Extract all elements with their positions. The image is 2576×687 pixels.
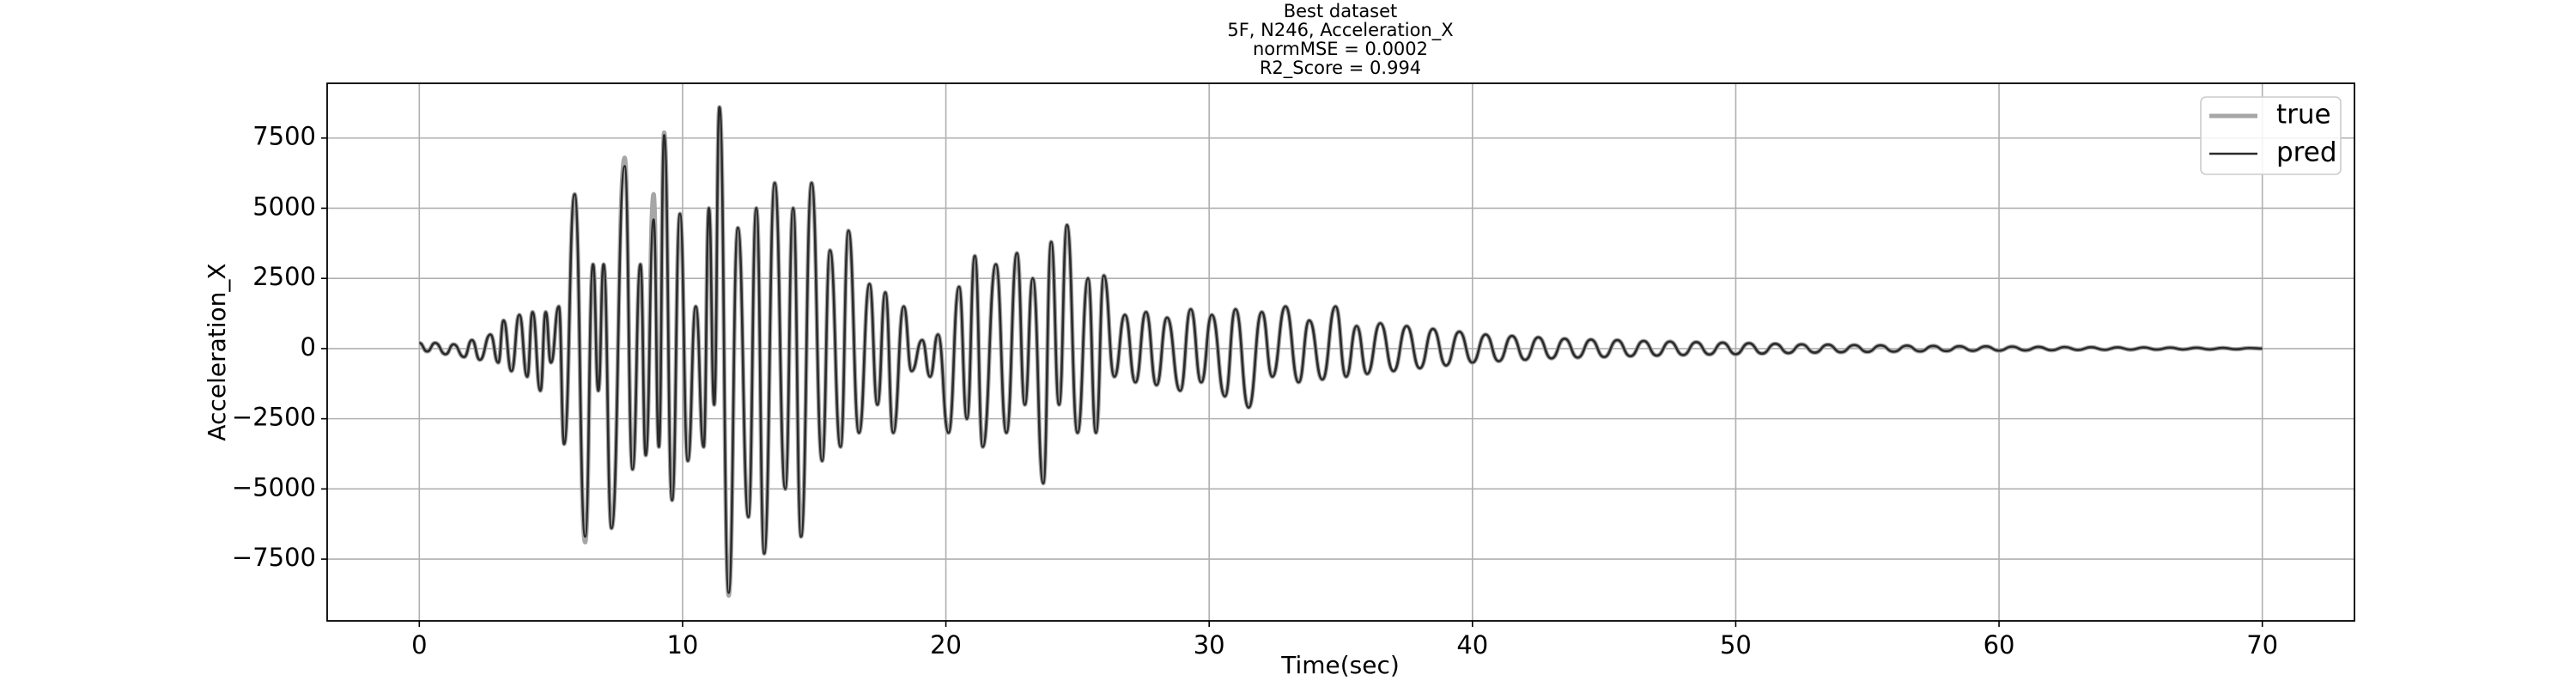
chart-title: Best dataset (1284, 1, 1398, 21)
x-tick-label: 70 (2246, 630, 2278, 660)
y-tick-label: 2500 (252, 262, 316, 291)
axes-frame (326, 82, 2355, 622)
x-axis-label: Time(sec) (1280, 651, 1400, 679)
legend-label: pred (2276, 137, 2337, 168)
y-tick-label: −2500 (232, 403, 316, 432)
x-tick-label: 10 (666, 630, 698, 660)
series-line (418, 106, 2263, 594)
y-tick-label: −7500 (232, 543, 316, 572)
y-tick-label: 0 (301, 332, 316, 362)
chart-title: normMSE = 0.0002 (1253, 39, 1428, 59)
x-tick-label: 50 (1720, 630, 1752, 660)
chart-title: 5F, N246, Acceleration_X (1227, 20, 1453, 41)
chart-title: R2_Score = 0.994 (1260, 58, 1421, 79)
x-tick-label: 0 (411, 630, 427, 660)
legend: true pred (2200, 96, 2342, 175)
legend-label: true (2276, 100, 2331, 131)
y-axis-label: Acceleration_X (203, 263, 231, 441)
y-tick-label: 7500 (252, 122, 316, 151)
y-tick-label: −5000 (232, 472, 316, 502)
x-tick-label: 60 (1984, 630, 2015, 660)
x-tick-label: 40 (1456, 630, 1488, 660)
x-tick-label: 20 (930, 630, 962, 660)
x-tick-label: 30 (1194, 630, 1225, 660)
y-tick-label: 5000 (252, 192, 316, 221)
